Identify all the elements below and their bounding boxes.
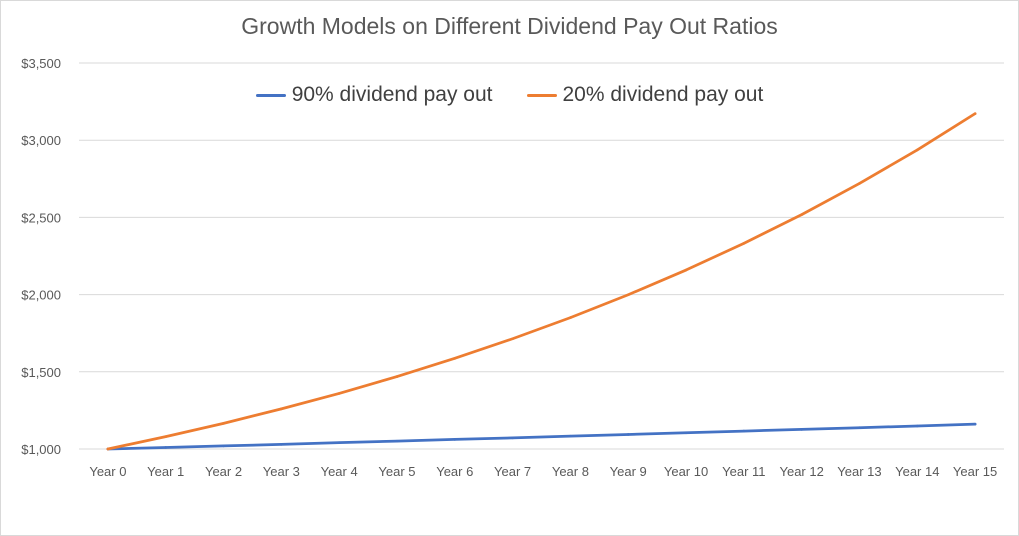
series-1-point-12 bbox=[800, 428, 803, 431]
series-1-point-13 bbox=[858, 426, 861, 429]
x-tick-label-3: Year 3 bbox=[263, 464, 300, 479]
series-2-point-8 bbox=[569, 316, 572, 319]
series-1-point-11 bbox=[742, 429, 746, 433]
series-1-point-10 bbox=[684, 431, 688, 435]
series-2-point-5 bbox=[395, 375, 399, 378]
x-tick-label-7: Year 7 bbox=[494, 464, 531, 479]
series-1-point-2 bbox=[222, 444, 225, 448]
series-1-point-15 bbox=[973, 422, 977, 426]
x-tick-label-9: Year 9 bbox=[610, 464, 647, 479]
x-tick-label-11: Year 11 bbox=[722, 464, 765, 479]
x-tick-label-0: Year 0 bbox=[89, 464, 126, 479]
x-tick-label-4: Year 4 bbox=[321, 464, 358, 479]
series-1-point-9 bbox=[626, 433, 630, 436]
series-2-point-10 bbox=[684, 268, 688, 272]
legend-label-series-2: 20% dividend pay out bbox=[562, 83, 764, 106]
y-tick-label-0: $1,000 bbox=[21, 442, 61, 457]
series-2-point-7 bbox=[511, 337, 514, 341]
series-2-point-4 bbox=[337, 392, 341, 395]
series-line-1 bbox=[106, 422, 977, 451]
series-2-point-9 bbox=[626, 293, 630, 297]
legend-item-series-1: 90% dividend pay out bbox=[255, 83, 493, 107]
x-tick-label-12: Year 12 bbox=[779, 464, 823, 479]
series-line-2 bbox=[106, 112, 977, 451]
series-1-point-8 bbox=[569, 434, 572, 438]
series-2-point-13 bbox=[858, 182, 861, 185]
x-tick-label-10: Year 10 bbox=[664, 464, 708, 479]
series-1-point-7 bbox=[511, 436, 514, 440]
chart-title: Growth Models on Different Dividend Pay … bbox=[241, 13, 778, 39]
series-2-point-3 bbox=[280, 407, 283, 411]
series-2-point-1 bbox=[164, 435, 168, 438]
x-tick-label-14: Year 14 bbox=[895, 464, 939, 479]
series-2-point-2 bbox=[222, 422, 225, 425]
series-2-point-6 bbox=[453, 357, 457, 360]
legend-item-series-2: 20% dividend pay out bbox=[526, 83, 764, 107]
x-tick-label-8: Year 8 bbox=[552, 464, 589, 479]
y-tick-label-1: $1,500 bbox=[21, 365, 61, 380]
x-tick-label-15: Year 15 bbox=[953, 464, 997, 479]
legend: 90% dividend pay out 20% dividend pay ou… bbox=[1, 83, 1018, 107]
y-tick-label-4: $3,000 bbox=[21, 133, 61, 148]
series-2-point-15 bbox=[973, 112, 977, 115]
y-tick-label-3: $2,500 bbox=[21, 210, 61, 225]
x-tick-label-13: Year 13 bbox=[837, 464, 881, 479]
series-1-point-3 bbox=[280, 443, 283, 446]
y-tick-label-2: $2,000 bbox=[21, 288, 61, 303]
series-1-point-4 bbox=[337, 441, 341, 444]
series-1-point-14 bbox=[915, 424, 919, 428]
series-1-point-6 bbox=[453, 438, 457, 441]
series-1-point-1 bbox=[164, 446, 168, 449]
series-1-point-5 bbox=[395, 439, 399, 443]
x-tick-label-6: Year 6 bbox=[436, 464, 473, 479]
x-tick-label-1: Year 1 bbox=[147, 464, 184, 479]
series-2-point-11 bbox=[742, 242, 746, 245]
x-tick-label-5: Year 5 bbox=[378, 464, 415, 479]
legend-label-series-1: 90% dividend pay out bbox=[291, 83, 493, 106]
series-2-point-0 bbox=[106, 447, 110, 451]
x-tick-label-2: Year 2 bbox=[205, 464, 242, 479]
legend-swatch-series-1 bbox=[255, 93, 286, 97]
series-2-point-14 bbox=[915, 148, 919, 152]
series-2-point-12 bbox=[800, 213, 803, 216]
legend-swatch-series-2 bbox=[526, 93, 557, 97]
y-tick-label-5: $3,500 bbox=[21, 56, 61, 71]
